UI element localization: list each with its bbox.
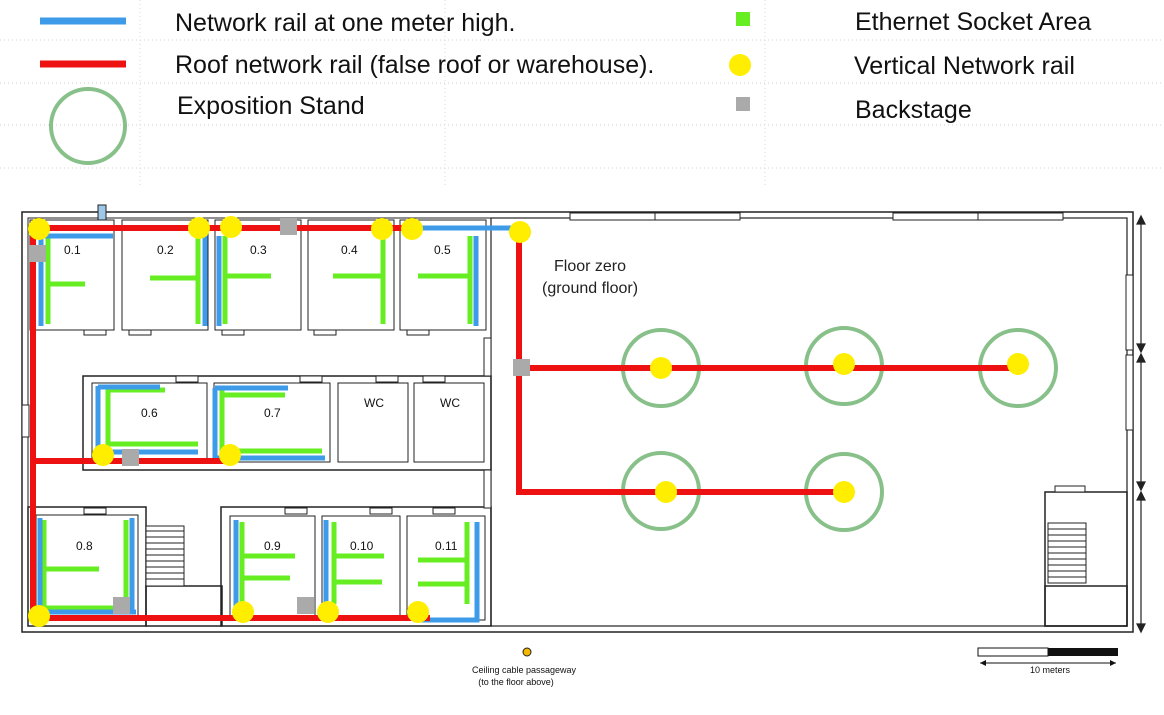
ceiling-passage-icon: [522, 647, 532, 657]
floor-subtitle: (ground floor): [542, 280, 638, 297]
room-label: 0.9: [264, 539, 281, 553]
vertical-network-rails: [28, 216, 1029, 627]
passage-label: Ceiling cable passageway: [472, 665, 577, 675]
scale-bar: 10 meters: [977, 647, 1118, 675]
room-labels: 0.1 0.2 0.3 0.4 0.5 0.6 0.7 WC WC 0.8 0.…: [64, 243, 460, 553]
legend-graphics: [0, 0, 1164, 185]
room-label: 0.8: [76, 539, 93, 553]
room-label: 0.11: [435, 539, 458, 553]
room-label: WC: [440, 396, 460, 410]
room-label: 0.3: [250, 243, 267, 257]
floor-title: Floor zero: [554, 258, 626, 275]
ethernet-socket-areas: [41, 236, 473, 611]
scale-label: 10 meters: [1030, 665, 1071, 675]
room-label: WC: [364, 396, 384, 410]
room-label: 0.4: [341, 243, 358, 257]
legend: Network rail at one meter high. Roof net…: [0, 0, 1164, 185]
legend-grid-lines: [0, 0, 1164, 185]
blue-network-rails: [37, 225, 520, 623]
legend-backstage-label: Backstage: [855, 96, 972, 124]
stairs: [145, 522, 1087, 587]
room-label: 0.1: [64, 243, 81, 257]
legend-stand-swatch: [49, 87, 127, 165]
room-label: 0.6: [141, 406, 158, 420]
legend-vertical-swatch: [729, 54, 751, 76]
windows: [21, 204, 1134, 515]
room-label: 0.2: [157, 243, 174, 257]
legend-red-label: Roof network rail (false roof or warehou…: [175, 51, 655, 79]
legend-socket-label: Ethernet Socket Area: [855, 8, 1092, 36]
legend-stand-label: Exposition Stand: [177, 92, 365, 120]
dimension-arrows: [1136, 214, 1146, 634]
room-label: 0.7: [264, 406, 281, 420]
legend-blue-label: Network rail at one meter high.: [175, 9, 516, 37]
legend-socket-swatch: [736, 12, 750, 26]
room-label: 0.10: [350, 539, 374, 553]
passage-sublabel: (to the floor above): [478, 677, 554, 687]
backstage-areas: [29, 218, 530, 614]
room-label: 0.5: [434, 243, 451, 257]
legend-vertical-label: Vertical Network rail: [854, 52, 1075, 80]
legend-backstage-swatch: [736, 97, 750, 111]
